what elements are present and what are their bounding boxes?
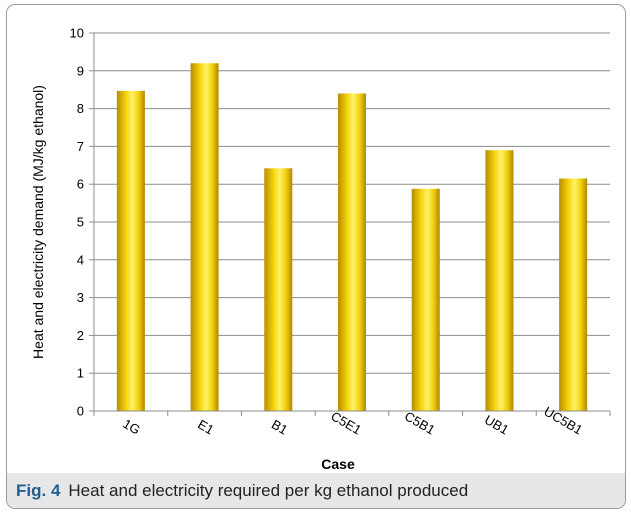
bar-c5e1 bbox=[337, 93, 367, 411]
y-tick-label: 10 bbox=[70, 26, 84, 41]
y-tick-label: 0 bbox=[77, 404, 84, 419]
figure-caption-text: Heat and electricity required per kg eth… bbox=[68, 480, 469, 500]
bar-c5b1 bbox=[411, 188, 440, 411]
x-tick-label: C5B1 bbox=[402, 408, 438, 437]
x-axis-title: Case bbox=[321, 456, 355, 472]
figure-frame: 0 1 2 3 4 5 6 7 8 9 10 1G E1 B1 C5E1 C5B1 UB1 UC5B1 Heat… bbox=[6, 4, 626, 509]
y-tick-label: 2 bbox=[77, 328, 84, 343]
x-tick-label: B1 bbox=[269, 417, 290, 438]
figure-caption: Fig. 4 Heat and electricity required per… bbox=[7, 473, 625, 508]
y-axis-title: Heat and electricity demand (MJ/kg ethan… bbox=[30, 85, 46, 359]
y-tick-labels: 0 1 2 3 4 5 6 7 8 9 10 bbox=[70, 26, 84, 419]
y-tick-label: 9 bbox=[77, 63, 84, 78]
y-tick-label: 1 bbox=[77, 366, 84, 381]
y-tick-label: 4 bbox=[77, 252, 84, 267]
axes bbox=[89, 32, 611, 416]
y-tick-label: 8 bbox=[77, 101, 84, 116]
figure-caption-label: Fig. 4 bbox=[16, 480, 61, 500]
x-tick-label: UB1 bbox=[482, 412, 511, 438]
x-tick-label: 1G bbox=[120, 416, 143, 438]
bar-1g bbox=[116, 90, 145, 412]
bar-b1 bbox=[264, 168, 293, 411]
y-tick-label: 7 bbox=[77, 139, 84, 154]
y-tick-label: 3 bbox=[77, 290, 84, 305]
y-tick-label: 6 bbox=[77, 177, 84, 192]
x-tick-label: C5E1 bbox=[328, 408, 364, 437]
bar-ub1 bbox=[485, 150, 514, 411]
x-tick-label: E1 bbox=[195, 417, 216, 438]
y-tick-label: 5 bbox=[77, 215, 84, 230]
bars bbox=[116, 63, 588, 412]
bar-uc5b1 bbox=[559, 178, 588, 411]
bar-e1 bbox=[190, 63, 219, 412]
